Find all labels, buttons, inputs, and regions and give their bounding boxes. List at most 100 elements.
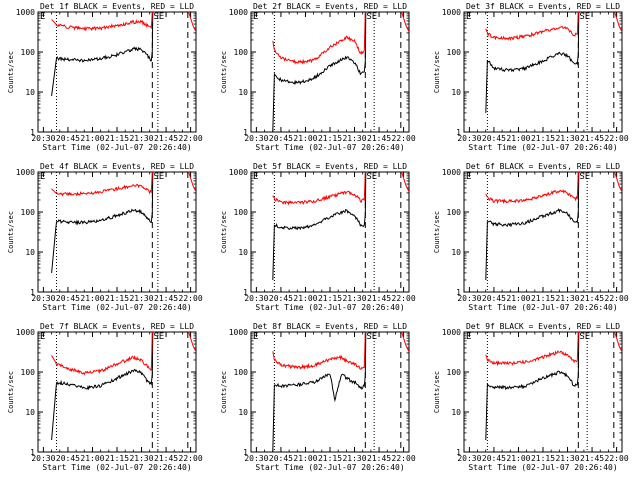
x-tick-label: 21:15 <box>105 454 129 463</box>
chart-svg-2: Det 2f BLACK = Events, RED = LLD 1 10 100 10… <box>220 2 416 152</box>
lld-series-line <box>51 12 153 32</box>
marker-se: SE <box>153 332 164 342</box>
chart-title: Det 7f BLACK = Events, RED = LLD <box>40 322 194 331</box>
y-tick-label: 1000 <box>229 168 248 177</box>
detector-panel-4: Det 4f BLACK = Events, RED = LLD 1 10 100 10… <box>0 160 213 320</box>
x-tick-label: 21:30 <box>129 454 153 463</box>
detector-panel-8: Det 8f BLACK = Events, RED = LLD 1 10 100 10… <box>213 320 426 480</box>
x-tick-label: 22:00 <box>605 454 629 463</box>
chart-svg-1: Det 1f BLACK = Events, RED = LLD 1 10 100 10… <box>7 2 203 152</box>
y-tick-label: 1000 <box>16 8 35 17</box>
x-tick-label: 21:45 <box>367 134 391 143</box>
x-tick-label: 21:00 <box>293 454 317 463</box>
lld-series-line <box>272 12 366 65</box>
marker-se: SE <box>153 172 164 182</box>
chart-svg-4: Det 4f BLACK = Events, RED = LLD 1 10 100 10… <box>7 162 203 312</box>
y-tick-label: 1000 <box>442 8 461 17</box>
x-tick-label: 22:00 <box>605 294 629 303</box>
marker-e: E <box>253 12 258 22</box>
events-series-line <box>51 172 154 273</box>
x-tick-label: 21:00 <box>506 134 530 143</box>
y-tick-label: 1000 <box>442 168 461 177</box>
plot-frame <box>37 11 197 133</box>
x-tick-label: 22:00 <box>605 134 629 143</box>
x-tick-label: 21:00 <box>293 134 317 143</box>
lld-tail-line <box>614 12 622 33</box>
y-tick-label: 10 <box>25 248 35 257</box>
y-tick-label: 1 <box>243 448 248 457</box>
lld-series-line <box>485 332 579 367</box>
x-tick-label: 20:30 <box>457 454 481 463</box>
chart-title: Det 6f BLACK = Events, RED = LLD <box>466 162 620 171</box>
y-tick-label: 100 <box>234 368 249 377</box>
y-tick-label: 1 <box>30 128 35 137</box>
x-tick-label: 21:30 <box>342 454 366 463</box>
x-tick-label: 20:30 <box>457 294 481 303</box>
x-tick-label: 21:30 <box>555 454 579 463</box>
chart-title: Det 3f BLACK = Events, RED = LLD <box>466 2 620 11</box>
marker-e: E <box>40 172 45 182</box>
y-tick-label: 10 <box>25 408 35 417</box>
marker-se: SE <box>153 12 164 22</box>
x-tick-label: 21:45 <box>154 134 178 143</box>
marker-e: E <box>253 332 258 342</box>
detector-panel-9: Det 9f BLACK = Events, RED = LLD 1 10 100 10… <box>426 320 639 480</box>
marker-se: SE <box>366 332 377 342</box>
x-axis-label: Start Time (02-Jul-07 20:26:40) <box>468 143 617 152</box>
x-tick-label: 21:45 <box>580 454 604 463</box>
x-tick-label: 21:00 <box>80 134 104 143</box>
x-axis-label: Start Time (02-Jul-07 20:26:40) <box>255 303 404 312</box>
x-axis-label: Start Time (02-Jul-07 20:26:40) <box>255 143 404 152</box>
events-series-line <box>272 12 367 132</box>
y-axis-label: Counts/sec <box>7 51 15 93</box>
y-tick-label: 1 <box>456 288 461 297</box>
x-tick-label: 20:45 <box>269 294 293 303</box>
marker-e: E <box>466 12 471 22</box>
y-axis-label: Counts/sec <box>220 51 228 93</box>
y-tick-label: 1000 <box>16 328 35 337</box>
x-tick-label: 22:00 <box>392 294 416 303</box>
lld-series-line <box>51 332 153 376</box>
x-tick-label: 20:45 <box>482 294 506 303</box>
x-tick-label: 21:30 <box>555 294 579 303</box>
y-tick-label: 10 <box>238 248 248 257</box>
y-tick-label: 10 <box>451 408 461 417</box>
x-tick-label: 20:30 <box>31 294 55 303</box>
x-tick-label: 21:45 <box>154 454 178 463</box>
x-axis-label: Start Time (02-Jul-07 20:26:40) <box>42 463 191 472</box>
x-tick-label: 21:15 <box>105 134 129 143</box>
events-series-line <box>485 12 580 113</box>
x-tick-label: 21:00 <box>80 454 104 463</box>
x-tick-label: 21:45 <box>367 454 391 463</box>
lld-series-line <box>485 12 579 41</box>
y-tick-label: 1000 <box>229 8 248 17</box>
y-tick-label: 10 <box>25 88 35 97</box>
x-tick-label: 21:45 <box>154 294 178 303</box>
lld-series-line <box>51 172 153 197</box>
x-tick-label: 20:45 <box>269 454 293 463</box>
chart-title: Det 4f BLACK = Events, RED = LLD <box>40 162 194 171</box>
chart-svg-3: Det 3f BLACK = Events, RED = LLD 1 10 100 10… <box>433 2 629 152</box>
y-tick-label: 100 <box>234 48 249 57</box>
lld-tail-line <box>614 332 622 353</box>
x-tick-label: 22:00 <box>179 454 203 463</box>
y-tick-label: 10 <box>451 248 461 257</box>
detector-panel-7: Det 7f BLACK = Events, RED = LLD 1 10 100 10… <box>0 320 213 480</box>
x-tick-label: 20:30 <box>244 294 268 303</box>
y-axis-label: Counts/sec <box>433 211 441 253</box>
chart-svg-9: Det 9f BLACK = Events, RED = LLD 1 10 100 10… <box>433 322 629 472</box>
detector-panel-1: Det 1f BLACK = Events, RED = LLD 1 10 100 10… <box>0 0 213 160</box>
marker-e: E <box>253 172 258 182</box>
y-axis-label: Counts/sec <box>433 51 441 93</box>
x-tick-label: 20:30 <box>244 134 268 143</box>
marker-se: SE <box>366 172 377 182</box>
x-axis-label: Start Time (02-Jul-07 20:26:40) <box>42 303 191 312</box>
events-series-line <box>272 332 367 452</box>
x-tick-label: 21:15 <box>105 294 129 303</box>
x-tick-label: 20:45 <box>482 134 506 143</box>
y-axis-label: Counts/sec <box>7 371 15 413</box>
y-tick-label: 100 <box>21 48 36 57</box>
x-tick-label: 21:15 <box>318 294 342 303</box>
x-axis-label: Start Time (02-Jul-07 20:26:40) <box>42 143 191 152</box>
marker-se: SE <box>579 332 590 342</box>
